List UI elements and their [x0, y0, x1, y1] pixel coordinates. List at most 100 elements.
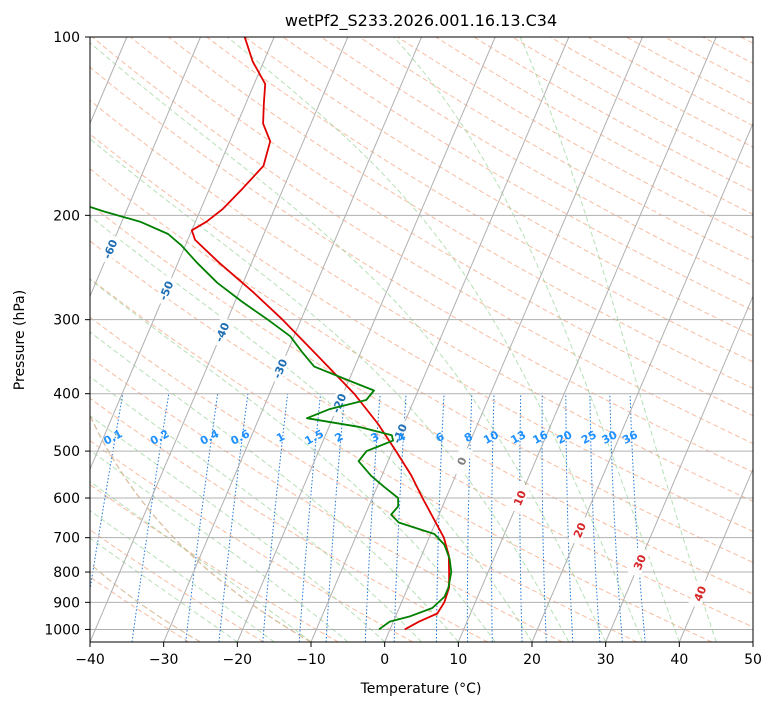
mixing-ratio-line: [364, 393, 381, 642]
mixing-ratio-label: 0.1: [101, 427, 124, 448]
isotherm-label: -20: [327, 387, 351, 419]
moist-adiabat: [519, 37, 717, 642]
mixing-ratio-label: 2: [333, 430, 346, 445]
mixing-ratio-line: [491, 393, 495, 642]
dry-adiabat: [90, 397, 488, 642]
dry-adiabat: [740, 37, 753, 44]
dry-adiabat: [90, 240, 753, 628]
x-axis-ticks: −40 −30 −20 −10 0 10 20 30 40 50: [75, 642, 762, 668]
isotherm-label: -50: [154, 274, 178, 306]
x-tick-label: −10: [296, 652, 326, 668]
moist-adiabat: [90, 331, 459, 642]
isotherm-line: [90, 37, 201, 298]
isotherm-label: 0: [449, 445, 473, 477]
isotherm-line: [310, 37, 570, 642]
moist-adiabat: [90, 449, 349, 642]
dry-adiabat: [90, 316, 638, 642]
moist-adiabat: [90, 278, 496, 642]
svg-text:40: 40: [691, 584, 709, 603]
dry-adiabat: [90, 66, 753, 473]
y-tick-label: 900: [53, 595, 80, 611]
x-tick-label: 40: [670, 652, 688, 668]
mixing-ratio-label: 30: [600, 428, 620, 447]
dry-adiabat: [244, 37, 753, 337]
isotherm-line: [384, 37, 643, 642]
y-tick-label: 1000: [44, 622, 80, 638]
isotherm-label: 20: [567, 514, 591, 546]
mixing-ratio-line: [298, 393, 322, 642]
svg-text:-80: -80: [0, 151, 10, 175]
chart-title: wetPf2_S233.2026.001.16.13.C34: [285, 11, 557, 31]
dry-adiabat: [90, 133, 753, 533]
y-tick-label: 800: [53, 565, 80, 581]
isotherm-line: [678, 467, 753, 642]
dry-adiabat: [90, 278, 712, 642]
y-tick-label: 300: [53, 313, 80, 329]
isotherm-line: [605, 295, 753, 642]
profile-lines: [90, 37, 453, 631]
mixing-ratio-label: 13: [509, 428, 529, 447]
mixing-ratio-line: [218, 393, 249, 642]
cloud-curve: [90, 413, 312, 642]
mixing-ratio-line: [541, 393, 547, 642]
dry-adiabat: [702, 37, 753, 64]
x-tick-label: −30: [149, 652, 179, 668]
y-tick-label: 500: [53, 444, 80, 460]
dry-adiabat: [90, 99, 753, 502]
mixing-ratio-line: [589, 393, 601, 642]
background-lines: [90, 37, 753, 642]
x-tick-label: 50: [744, 652, 762, 668]
svg-text:10: 10: [511, 488, 529, 507]
mixing-ratio-label: 25: [579, 428, 599, 447]
dry-adiabat: [90, 529, 264, 642]
x-tick-label: 10: [449, 652, 467, 668]
moist-adiabat: [227, 37, 643, 642]
temperature-profile-line: [190, 37, 450, 631]
mixing-ratio-label: 8: [462, 430, 475, 445]
y-axis-ticks: 1000 900 800 700 600 500 400 300 200 100: [44, 30, 90, 638]
mixing-ratio-line: [131, 393, 170, 642]
dry-adiabat: [91, 37, 753, 445]
dry-adiabat: [588, 37, 753, 127]
isotherm-label: 10: [507, 482, 531, 514]
isotherm-line: [236, 37, 496, 642]
x-tick-label: −20: [223, 652, 253, 668]
isotherm-label: 30: [627, 546, 651, 578]
x-axis-label: Temperature (°C): [360, 681, 482, 697]
mixing-ratio-line: [325, 393, 346, 642]
mixing-ratio-label: 36: [620, 428, 640, 447]
isotherm-label: -60: [98, 233, 122, 265]
dry-adiabat: [90, 440, 414, 642]
dry-adiabat: [90, 483, 339, 642]
isotherm-label: -40: [210, 316, 234, 348]
mixing-ratio-line: [90, 393, 124, 593]
mixing-ratio-label: 1.5: [303, 427, 326, 448]
moist-adiabat: [90, 215, 533, 642]
mixing-ratio-label: 0.6: [229, 427, 253, 448]
dry-adiabat: [664, 37, 753, 85]
x-tick-label: 30: [597, 652, 615, 668]
y-tick-label: 400: [53, 387, 80, 403]
mixing-ratio-label: 6: [434, 430, 447, 445]
moist-adiabat: [90, 415, 386, 642]
dry-adiabat: [90, 168, 753, 563]
plot-frame: [89, 36, 754, 643]
plot-area: -100-90-80-70-60-50-40-30-20-10010203040…: [0, 37, 753, 642]
dry-adiabat: [90, 356, 563, 642]
dry-adiabat: [206, 37, 753, 363]
moist-adiabat: [90, 509, 275, 642]
y-tick-label: 100: [53, 30, 80, 46]
dewpoint-profile-line: [90, 206, 453, 631]
moist-adiabat: [90, 537, 238, 642]
mixing-ratio-line: [629, 393, 646, 642]
mixing-ratio-line: [393, 393, 407, 642]
isotherm-line: [90, 37, 275, 471]
dry-adiabat: [90, 203, 753, 595]
isotherm-label: -80: [0, 147, 12, 178]
dry-adiabat: [168, 37, 753, 389]
mixing-ratio-label: 0.2: [148, 427, 171, 448]
mixing-ratio-line: [565, 393, 574, 642]
mixing-ratio-line: [519, 393, 523, 642]
